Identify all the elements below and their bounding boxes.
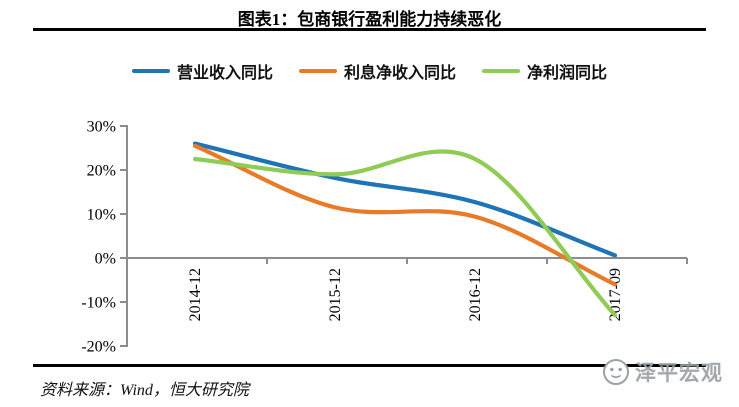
y-tick-label: 20%	[87, 163, 116, 180]
y-tick-label: -20%	[81, 339, 116, 356]
legend-item-net-profit-yoy: 净利润同比	[482, 59, 607, 83]
top-divider	[33, 28, 706, 31]
legend-item-operating-revenue-yoy: 营业收入同比	[131, 59, 273, 83]
legend-item-net-interest-income-yoy: 利息净收入同比	[298, 59, 456, 83]
x-tick-label: 2014-12	[187, 268, 204, 321]
legend-label-operating-revenue-yoy: 营业收入同比	[176, 65, 273, 82]
x-tick-label: 2016-12	[467, 268, 484, 321]
series-line-1	[192, 143, 618, 287]
legend-line-swatch-orange	[298, 69, 337, 73]
y-tick-label: 30%	[87, 119, 116, 136]
watermark-logo-icon	[603, 359, 629, 385]
y-tick-label: 10%	[87, 207, 116, 224]
watermark-text: 泽平宏观	[635, 361, 723, 385]
legend-line-swatch-green	[482, 69, 520, 73]
legend-label-net-profit-yoy: 净利润同比	[527, 65, 608, 82]
y-tick-label: -10%	[81, 295, 116, 312]
series-line-2	[192, 149, 618, 318]
watermark: 泽平宏观	[601, 357, 723, 387]
legend-label-net-interest-income-yoy: 利息净收入同比	[343, 65, 456, 82]
legend-line-swatch-blue	[131, 69, 170, 73]
y-tick-label: 0%	[95, 251, 116, 268]
bottom-divider	[33, 364, 706, 367]
chart-title: 图表1：包商银行盈利能力持续恶化	[237, 10, 502, 29]
x-tick-label: 2015-12	[327, 268, 344, 321]
chart-legend: 营业收入同比 利息净收入同比 净利润同比	[0, 59, 739, 83]
source-note: 资料来源：Wind，恒大研究院	[40, 382, 249, 399]
